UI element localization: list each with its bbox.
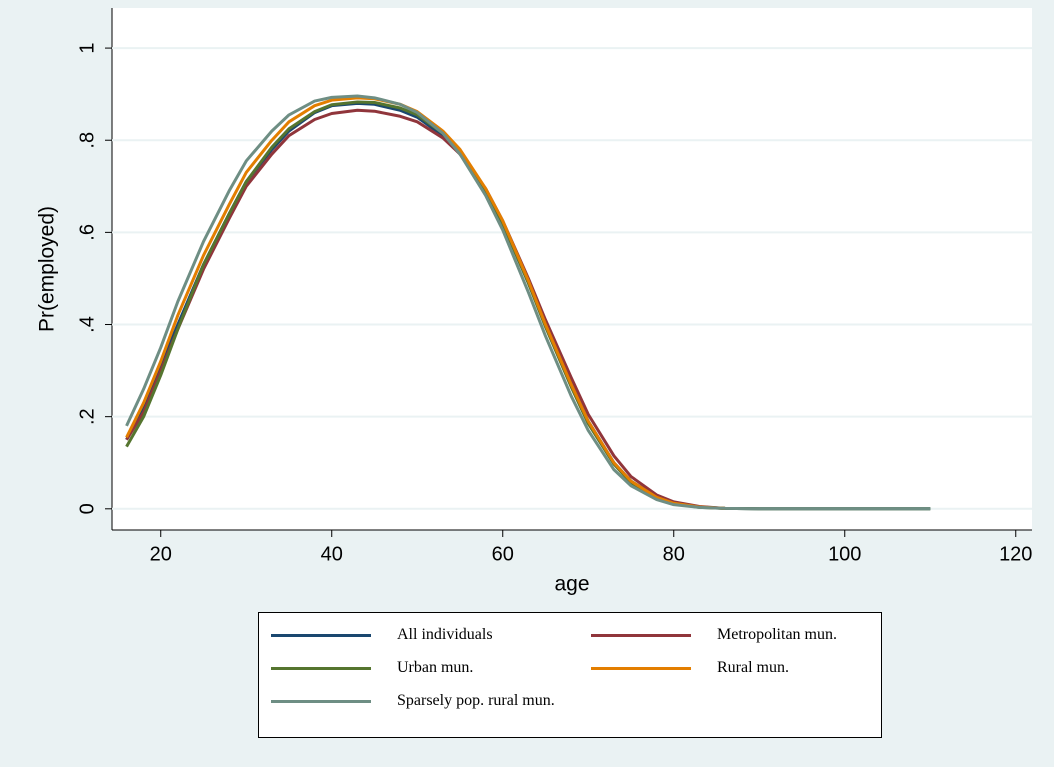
legend-label: All individuals: [397, 626, 493, 643]
x-tick-label: 40: [321, 543, 343, 565]
y-tick-label: .4: [76, 316, 98, 333]
legend-label: Urban mun.: [397, 659, 474, 676]
legend-entry: All individuals: [271, 625, 617, 644]
legend-key: [271, 667, 371, 670]
legend-entry: Metropolitan mun.: [591, 625, 847, 644]
series-line: [125, 108, 726, 510]
x-tick-label: 80: [663, 543, 685, 565]
legend-label: Rural mun.: [717, 659, 789, 676]
legend-key: [591, 634, 691, 637]
y-tick-label: .2: [76, 408, 98, 425]
x-tick-label: 20: [150, 543, 172, 565]
legend-label: Metropolitan mun.: [717, 626, 837, 643]
y-tick-label: .6: [76, 224, 98, 241]
legend-key: [271, 634, 371, 637]
legend-key: [271, 700, 371, 703]
legend-entry: Sparsely pop. rural mun.: [271, 691, 617, 710]
legend-entry: Rural mun.: [591, 658, 847, 677]
y-tick-label: 0: [76, 503, 98, 514]
x-tick-label: 60: [492, 543, 514, 565]
y-axis-title: Pr(employed): [36, 206, 59, 332]
x-axis-title: age: [554, 573, 589, 596]
x-tick-label: 100: [828, 543, 861, 565]
plot-area: [112, 8, 1032, 530]
legend-label: Sparsely pop. rural mun.: [397, 692, 555, 709]
y-tick-label: 1: [76, 43, 98, 54]
x-tick-label: 120: [999, 543, 1032, 565]
series-line: [125, 94, 931, 511]
legend: All individuals Metropolitan mun. Urban mu…: [258, 612, 882, 738]
y-tick-label: .8: [76, 132, 98, 149]
legend-entry: Urban mun.: [271, 658, 617, 677]
legend-key: [591, 667, 691, 670]
